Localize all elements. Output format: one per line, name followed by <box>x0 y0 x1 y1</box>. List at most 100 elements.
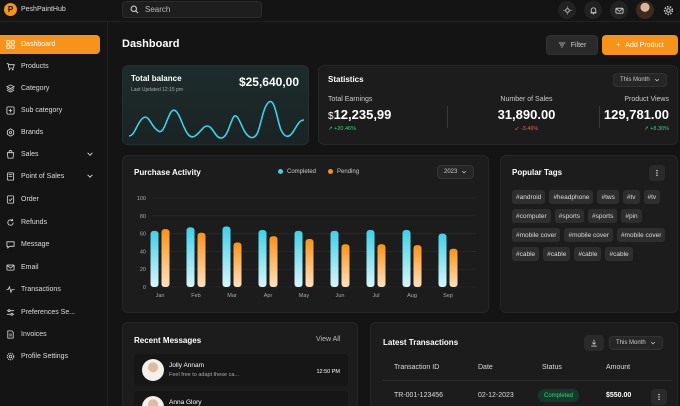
column-header-date: Date <box>478 364 493 371</box>
sidebar-item-refunds[interactable]: Refunds <box>0 213 100 232</box>
grid-icon <box>6 40 15 49</box>
stat-number: 12,235,99 <box>333 107 392 122</box>
add-product-button[interactable]: + Add Product <box>602 35 678 55</box>
latest-transactions-title: Latest Transactions <box>383 338 459 347</box>
message-preview: Feel free to adapt these ca... <box>169 372 240 378</box>
preferences-icon <box>6 309 15 316</box>
top-bar: P PeshPaintHub <box>0 0 680 22</box>
tag-chip[interactable]: #mobile cover <box>616 228 666 242</box>
tag-chip[interactable]: #pin <box>621 209 642 223</box>
stat-label: Product Views <box>624 96 669 103</box>
statistics-period-select[interactable]: This Month <box>613 73 667 87</box>
app-logo[interactable]: P PeshPaintHub <box>4 3 66 16</box>
bar-pending[interactable] <box>377 244 386 287</box>
row-menu-button[interactable] <box>651 389 667 405</box>
add-product-label: Add Product <box>625 41 664 49</box>
sidebar-item-invoices[interactable]: Invoices <box>0 325 100 344</box>
tag-chip[interactable]: #cable <box>543 247 571 261</box>
x-tick-label: Aug <box>407 293 417 299</box>
filter-button[interactable]: Filter <box>546 35 598 55</box>
tag-chip[interactable]: #mobile cover <box>564 228 613 242</box>
pulse-icon <box>6 285 15 294</box>
sidebar-item-label: Category <box>21 85 50 92</box>
bar-completed[interactable] <box>186 227 195 287</box>
bar-completed[interactable] <box>402 230 411 287</box>
download-icon <box>591 339 597 347</box>
bar-pending[interactable] <box>161 229 170 287</box>
tag-chip[interactable]: #tv <box>643 190 661 204</box>
sidebar-item-products[interactable]: Products <box>0 57 100 76</box>
tag-chip[interactable]: #computer <box>512 209 551 223</box>
stat-label: Total Earnings <box>328 96 373 103</box>
year-select[interactable]: 2023 <box>437 165 475 179</box>
sidebar-item-category[interactable]: Category <box>0 79 100 98</box>
tag-chip[interactable]: #sports <box>588 209 618 223</box>
bar-pending[interactable] <box>233 242 242 288</box>
messages-button[interactable] <box>610 1 628 19</box>
user-avatar[interactable] <box>636 1 654 19</box>
stat-value: $12,235,99 <box>328 107 391 122</box>
stat-number: 31,890.00 <box>497 107 556 122</box>
bar-completed[interactable] <box>222 226 231 287</box>
sidebar-item-preferences[interactable]: Preferences Se... <box>0 303 100 322</box>
bar-completed[interactable] <box>366 230 375 287</box>
message-item[interactable]: Anna Glory <box>134 391 348 406</box>
bar-completed[interactable] <box>330 230 339 287</box>
sidebar-item-dashboard[interactable]: Dashboard <box>0 35 100 54</box>
stat-change: ↗ +20.46% <box>328 126 357 132</box>
legend-completed: Completed <box>278 169 316 175</box>
tag-chip[interactable]: #mobile cover <box>512 228 561 242</box>
sidebar-item-label: Point of Sales <box>21 173 65 180</box>
sidebar-item-point-of-sales[interactable]: Point of Sales <box>0 167 100 186</box>
bar-pending[interactable] <box>269 236 278 287</box>
sidebar-item-brands[interactable]: Brands <box>0 123 100 142</box>
tag-chip[interactable]: #android <box>512 190 546 204</box>
sidebar-item-label: Products <box>21 63 49 70</box>
stat-number-of-sales: Number of Sales 31,890.00 ↙ -3.46% <box>469 96 584 132</box>
sidebar-item-message[interactable]: Message <box>0 235 100 254</box>
tag-chip[interactable]: #sports <box>554 209 585 223</box>
message-sender: Jolly Annam <box>169 362 205 369</box>
transactions-period-select[interactable]: This Month <box>609 336 663 350</box>
sidebar-item-order[interactable]: Order <box>0 190 100 209</box>
tag-chip[interactable]: #cable <box>605 247 633 261</box>
bar-completed[interactable] <box>258 230 267 287</box>
sales-icon <box>6 150 15 159</box>
tag-chip[interactable]: #tws <box>597 190 619 204</box>
sidebar-item-sales[interactable]: Sales <box>0 145 100 164</box>
period-label: This Month <box>620 77 650 83</box>
tag-chip[interactable]: #cable <box>574 247 602 261</box>
notifications-button[interactable] <box>584 1 602 19</box>
bar-pending[interactable] <box>341 244 350 287</box>
view-all-link[interactable]: View All <box>316 336 341 343</box>
bar-pending[interactable] <box>197 232 206 287</box>
search-input[interactable] <box>145 5 245 14</box>
bar-pending[interactable] <box>305 238 314 287</box>
period-label: This Month <box>616 340 646 346</box>
bar-completed[interactable] <box>294 230 303 287</box>
bar-pending[interactable] <box>449 248 458 287</box>
bar-completed[interactable] <box>150 230 159 287</box>
message-item[interactable]: Jolly Annam Feel free to adapt these ca.… <box>134 354 348 386</box>
theme-toggle-button[interactable] <box>558 1 576 19</box>
tags-menu-button[interactable] <box>649 165 665 181</box>
purchase-activity-card <box>122 155 489 313</box>
more-vertical-icon <box>658 393 660 401</box>
settings-button[interactable] <box>662 4 674 16</box>
tag-chip[interactable]: #headphone <box>549 190 594 204</box>
chart-legend: Completed Pending <box>278 169 359 175</box>
currency-symbol: $ <box>328 111 334 122</box>
sidebar-item-email[interactable]: Email <box>0 258 100 277</box>
logo-icon: P <box>4 3 17 16</box>
tag-chip[interactable]: #cable <box>512 247 540 261</box>
bar-completed[interactable] <box>438 233 447 287</box>
sidebar-item-sub-category[interactable]: Sub category <box>0 101 100 120</box>
sidebar-item-profile-settings[interactable]: Profile Settings <box>0 347 100 366</box>
sidebar-item-transactions[interactable]: Transactions <box>0 280 100 299</box>
tag-chip[interactable]: #tv <box>622 190 640 204</box>
page-title: Dashboard <box>122 38 180 50</box>
bar-pending[interactable] <box>413 245 422 287</box>
download-button[interactable] <box>584 335 604 351</box>
search-box[interactable] <box>122 1 262 18</box>
filter-button-label: Filter <box>570 41 587 49</box>
